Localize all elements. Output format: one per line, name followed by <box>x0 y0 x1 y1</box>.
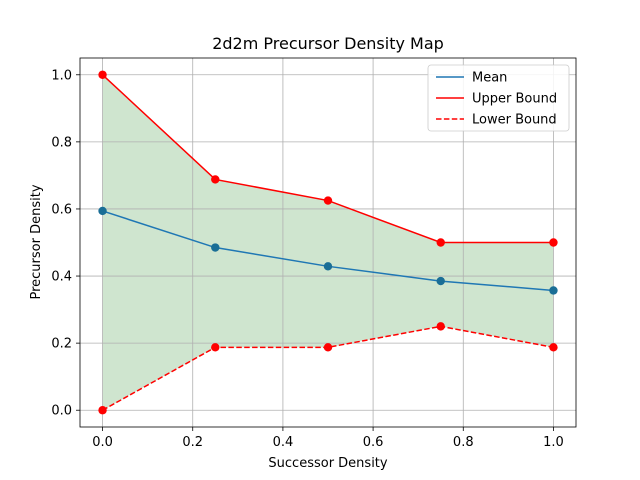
legend-label-mean: Mean <box>472 71 507 86</box>
mean-point <box>436 276 445 286</box>
mean-point <box>98 206 107 216</box>
lower-bound-point <box>549 343 558 352</box>
y-tick-label: 0.0 <box>51 404 72 419</box>
x-tick-label: 1.0 <box>543 435 564 450</box>
mean-point <box>211 243 220 252</box>
x-tick-label: 0.8 <box>453 435 474 450</box>
y-tick-label: 0.8 <box>51 135 72 150</box>
lower-bound-point <box>211 343 220 352</box>
upper-bound-point <box>211 175 220 184</box>
x-tick-label: 0.2 <box>182 435 203 450</box>
lower-bound-point <box>98 406 107 415</box>
axes-frame <box>79 57 577 428</box>
legend-box <box>427 64 570 132</box>
legend: Mean Upper Bound Lower Bound <box>427 64 570 132</box>
y-tick-label: 1.0 <box>51 68 72 83</box>
lower-bound-point <box>436 322 445 331</box>
y-tick-label: 0.4 <box>51 270 72 285</box>
x-axis-label: Successor Density <box>268 456 387 471</box>
x-tick-label: 0.0 <box>92 435 113 450</box>
y-tick-label: 0.2 <box>51 337 72 352</box>
x-tick-label: 0.4 <box>273 435 294 450</box>
upper-bound-point <box>323 196 333 205</box>
upper-bound-point <box>549 238 558 247</box>
legend-label-upper-bound: Upper Bound <box>472 92 557 107</box>
y-axis-label: Precursor Density <box>29 184 44 299</box>
upper-bound-point <box>98 70 107 79</box>
plot-area: 0.0 0.2 0.4 0.6 0.8 1.0 0.0 0.2 0.4 0.6 0.8 1.0 <box>51 57 577 450</box>
mean-point <box>323 262 333 271</box>
y-tick-label: 0.6 <box>51 202 72 217</box>
chart-title: 2d2m Precursor Density Map <box>212 34 444 53</box>
legend-label-lower-bound: Lower Bound <box>472 113 557 128</box>
x-tick-label: 0.6 <box>363 435 384 450</box>
lower-bound-point <box>323 343 333 352</box>
mean-point <box>549 286 558 295</box>
upper-bound-point <box>436 238 445 247</box>
